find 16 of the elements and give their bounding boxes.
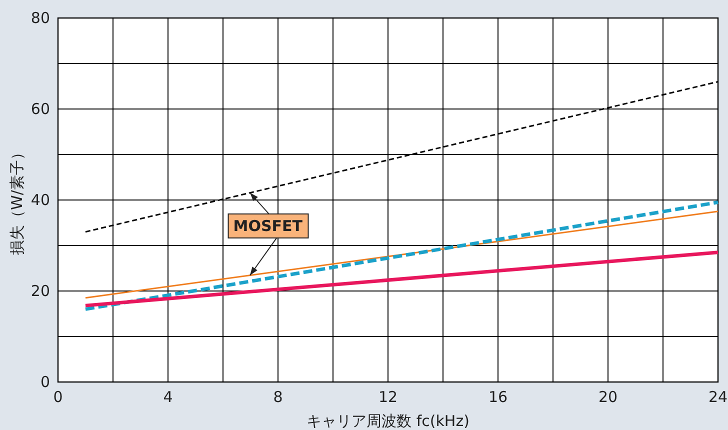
y-tick-label: 40: [30, 191, 50, 209]
y-tick-label: 20: [30, 282, 50, 300]
x-tick-label: 16: [488, 388, 508, 406]
y-tick-label: 0: [40, 373, 50, 391]
x-tick-label: 8: [273, 388, 283, 406]
y-axis-title: 損失（W/素子）: [8, 145, 26, 255]
x-tick-label: 24: [708, 388, 728, 406]
x-tick-label: 12: [378, 388, 398, 406]
annotation: MOSFET: [233, 216, 304, 235]
x-tick-label: 20: [598, 388, 618, 406]
x-tick-label: 4: [163, 388, 173, 406]
annotation: MOSFET: [228, 213, 309, 238]
y-tick-label: 60: [30, 100, 50, 118]
x-tick-label: 0: [53, 388, 63, 406]
x-axis-title: キャリア周波数 fc(kHz): [306, 412, 470, 430]
y-tick-label: 80: [30, 9, 50, 27]
